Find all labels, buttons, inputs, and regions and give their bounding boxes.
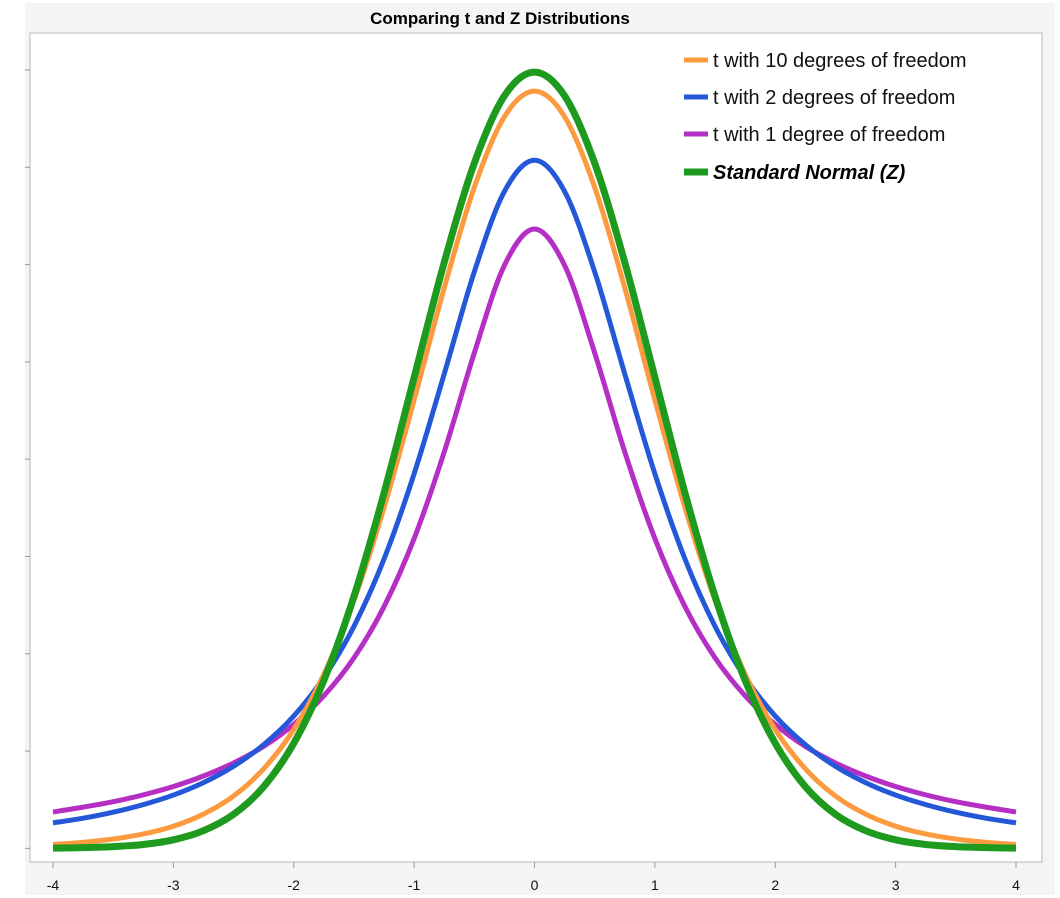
plot-frame xyxy=(29,32,1043,863)
x-tick-label: 3 xyxy=(892,877,900,893)
series-line-t-with-1-degree-of-freedom xyxy=(52,226,1017,815)
legend-label: Standard Normal (Z) xyxy=(713,162,906,184)
legend-swatch xyxy=(684,168,708,176)
x-tick-label: 4 xyxy=(1012,877,1020,893)
series-line-standard-normal-z xyxy=(52,68,1017,852)
x-axis: -4 -3 -2 -1 0 1 2 3 4 xyxy=(47,862,1020,893)
series-line-t-with-2-degrees-of-freedom xyxy=(52,157,1017,826)
x-tick-label: 2 xyxy=(771,877,779,893)
x-tick-label: -1 xyxy=(408,877,421,893)
legend-swatch xyxy=(684,94,708,100)
x-tick-label: -4 xyxy=(47,877,60,893)
legend-swatch xyxy=(684,131,708,137)
x-tick-label: -3 xyxy=(167,877,180,893)
x-tick-label: -2 xyxy=(288,877,301,893)
legend-label: t with 1 degree of freedom xyxy=(713,124,945,146)
legend-label: t with 2 degrees of freedom xyxy=(713,87,955,109)
series-lines xyxy=(52,68,1017,852)
legend: t with 10 degrees of freedom t with 2 deg… xyxy=(684,50,966,184)
y-axis xyxy=(25,69,30,849)
chart-title: Comparing t and Z Distributions xyxy=(370,9,630,28)
series-line-t-with-10-degrees-of-freedom xyxy=(52,88,1017,847)
x-tick-label: 0 xyxy=(531,877,539,893)
x-tick-label: 1 xyxy=(651,877,659,893)
legend-label: t with 10 degrees of freedom xyxy=(713,50,966,72)
legend-swatch xyxy=(684,57,708,63)
